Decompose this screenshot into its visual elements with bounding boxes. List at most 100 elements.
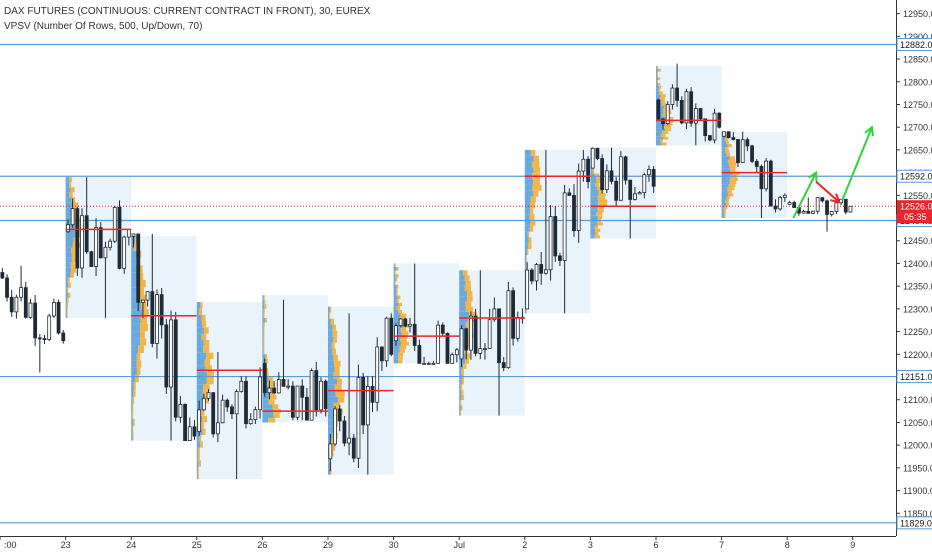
candle-body <box>300 385 305 398</box>
profile-bar-up <box>65 222 76 228</box>
profile-bar-up <box>65 182 70 188</box>
candle-body <box>501 362 506 369</box>
profile-bar-up <box>328 426 334 433</box>
candle-body <box>736 139 740 164</box>
profile-bar-up <box>393 299 397 303</box>
candle-body <box>51 302 56 317</box>
profile-bar-up <box>65 237 74 243</box>
profile-bar-down <box>660 94 666 98</box>
profile-bar-down <box>401 341 409 346</box>
profile-bar-up <box>131 309 143 317</box>
profile-bar-up <box>65 257 72 263</box>
profile-bar-down <box>202 415 208 423</box>
profile-bar-up <box>393 306 397 310</box>
candle-body <box>75 208 80 269</box>
candle-body <box>281 379 286 387</box>
profile-bar-down <box>332 348 336 355</box>
legend: DAX FUTURES (CONTINUOUS: CURRENT CONTRAC… <box>4 4 370 34</box>
profile-bar-down <box>597 196 606 200</box>
profile-bar-up <box>459 358 466 364</box>
profile-bar-up <box>131 353 137 361</box>
profile-bar-down <box>201 422 205 429</box>
profile-bar-down <box>73 202 79 208</box>
candle-body <box>567 192 572 196</box>
candle-body <box>604 170 609 191</box>
candle-body <box>679 100 684 124</box>
candle-body <box>103 246 108 259</box>
profile-bar-down <box>396 284 399 289</box>
candle-body <box>722 131 726 137</box>
profile-bar-up <box>524 202 531 209</box>
y-tick-label: 12250.0 <box>903 327 932 337</box>
profile-bar-up <box>328 420 334 427</box>
candle-body <box>656 99 661 120</box>
profile-bar-up <box>393 313 401 317</box>
profile-bar-down <box>533 155 540 162</box>
profile-bar-up <box>393 281 395 285</box>
y-tick-label: 12750.0 <box>903 100 932 110</box>
profile-bar-down <box>337 378 342 385</box>
profile-bar-down <box>465 306 473 312</box>
price-axis-bg <box>896 0 932 550</box>
profile-bar-up <box>131 323 141 332</box>
profile-bar-down <box>69 177 73 183</box>
profile-bar-up <box>131 411 133 419</box>
profile-bar-up <box>393 352 399 357</box>
profile-bar-up <box>65 252 72 258</box>
profile-bar-down <box>727 144 732 148</box>
profile-bar-down <box>334 384 342 391</box>
profile-bar-up <box>196 472 198 480</box>
profile-bar-up <box>65 297 68 303</box>
candle-body <box>84 215 89 253</box>
profile-bar-up <box>721 144 728 148</box>
profile-bar-up <box>328 342 332 349</box>
profile-bar-down <box>395 274 399 278</box>
profile-bar-down <box>467 291 473 297</box>
profile-bar-up <box>459 332 469 338</box>
y-tick-label: 12450.0 <box>903 236 932 246</box>
profile-bar-down <box>135 236 138 244</box>
profile-bar-up <box>524 167 534 174</box>
profile-bar-down <box>596 212 603 216</box>
profile-bar-down <box>136 367 141 375</box>
profile-bar-up <box>65 247 72 253</box>
candle-body <box>473 315 478 354</box>
profile-bar-down <box>72 212 79 218</box>
profile-bar-down <box>657 71 658 75</box>
profile-bar-down <box>139 338 147 346</box>
profile-bar-down <box>398 356 403 360</box>
profile-bar-down <box>70 262 75 268</box>
arrow-head <box>864 125 874 137</box>
profile-bar-up <box>590 193 599 197</box>
profile-bar-down <box>395 277 398 282</box>
candle-body <box>459 328 464 360</box>
x-tick-label: 25 <box>192 540 202 550</box>
profile-bar-up <box>459 285 465 292</box>
profile-bar-up <box>196 396 205 404</box>
profile-bar-up <box>524 237 529 244</box>
profile-bar-up <box>721 190 728 194</box>
candle-body <box>637 192 642 195</box>
candle-body <box>215 422 220 435</box>
candle-body <box>145 291 150 301</box>
candle-body <box>295 385 300 418</box>
candle-body <box>478 348 483 354</box>
candle-body <box>642 174 647 193</box>
profile-bar-up <box>590 189 599 194</box>
profile-bar-down <box>206 352 214 360</box>
profile-bar-up <box>131 287 138 295</box>
profile-bar-down <box>533 179 540 185</box>
candle-body <box>305 396 309 421</box>
profile-bar-up <box>328 372 334 379</box>
candle-body <box>220 399 225 424</box>
profile-bar-down <box>465 280 471 286</box>
profile-bar-up <box>393 345 400 350</box>
x-tick-label: 7 <box>719 540 724 550</box>
profile-bar-up <box>459 301 466 307</box>
candle-body <box>773 205 778 210</box>
profile-bar-up <box>131 258 137 266</box>
candle-body <box>689 91 694 124</box>
profile-bar-up <box>262 417 269 423</box>
